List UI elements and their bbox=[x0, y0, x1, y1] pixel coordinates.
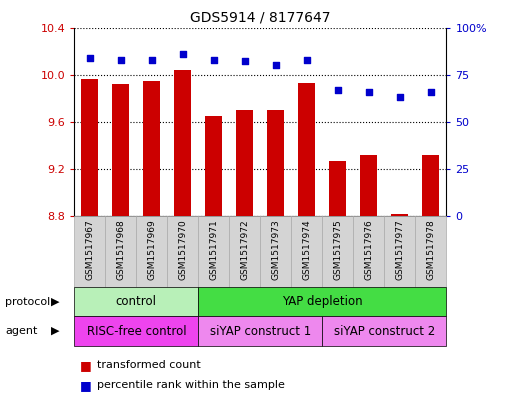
Text: siYAP construct 1: siYAP construct 1 bbox=[210, 325, 311, 338]
Bar bbox=[353, 216, 384, 287]
Bar bbox=[291, 216, 322, 287]
Text: RISC-free control: RISC-free control bbox=[87, 325, 186, 338]
Bar bbox=[360, 155, 378, 216]
Bar bbox=[199, 316, 322, 346]
Text: protocol: protocol bbox=[5, 297, 50, 307]
Point bbox=[210, 57, 218, 63]
Text: agent: agent bbox=[5, 326, 37, 336]
Text: siYAP construct 2: siYAP construct 2 bbox=[333, 325, 435, 338]
Point bbox=[427, 88, 435, 95]
Text: GSM1517967: GSM1517967 bbox=[85, 220, 94, 281]
Bar bbox=[205, 116, 222, 216]
Bar bbox=[74, 287, 199, 316]
Bar bbox=[329, 161, 346, 216]
Bar bbox=[260, 216, 291, 287]
Bar bbox=[267, 110, 284, 216]
Bar bbox=[74, 316, 199, 346]
Bar bbox=[105, 216, 136, 287]
Bar bbox=[199, 216, 229, 287]
Point bbox=[396, 94, 404, 101]
Text: GSM1517968: GSM1517968 bbox=[116, 220, 125, 281]
Title: GDS5914 / 8177647: GDS5914 / 8177647 bbox=[190, 11, 330, 25]
Text: percentile rank within the sample: percentile rank within the sample bbox=[97, 380, 285, 390]
Text: GSM1517969: GSM1517969 bbox=[147, 220, 156, 281]
Bar bbox=[391, 214, 408, 216]
Text: GSM1517972: GSM1517972 bbox=[241, 220, 249, 280]
Text: YAP depletion: YAP depletion bbox=[282, 295, 363, 308]
Text: GSM1517978: GSM1517978 bbox=[426, 220, 436, 281]
Text: ▶: ▶ bbox=[51, 297, 60, 307]
Text: GSM1517976: GSM1517976 bbox=[364, 220, 373, 281]
Bar bbox=[112, 84, 129, 216]
Bar bbox=[384, 216, 416, 287]
Bar bbox=[143, 81, 161, 216]
Text: GSM1517971: GSM1517971 bbox=[209, 220, 219, 281]
Bar bbox=[229, 216, 260, 287]
Bar bbox=[422, 155, 439, 216]
Bar bbox=[136, 216, 167, 287]
Point bbox=[303, 57, 311, 63]
Point bbox=[365, 88, 373, 95]
Point bbox=[117, 57, 125, 63]
Bar bbox=[167, 216, 199, 287]
Bar bbox=[299, 83, 315, 216]
Text: ■: ■ bbox=[80, 378, 91, 392]
Text: GSM1517977: GSM1517977 bbox=[396, 220, 404, 281]
Bar bbox=[322, 316, 446, 346]
Text: GSM1517970: GSM1517970 bbox=[179, 220, 187, 281]
Text: GSM1517973: GSM1517973 bbox=[271, 220, 280, 281]
Bar bbox=[174, 70, 191, 216]
Text: GSM1517974: GSM1517974 bbox=[302, 220, 311, 280]
Text: GSM1517975: GSM1517975 bbox=[333, 220, 342, 281]
Point bbox=[179, 51, 187, 57]
Text: transformed count: transformed count bbox=[97, 360, 201, 371]
Bar bbox=[322, 216, 353, 287]
Text: ▶: ▶ bbox=[51, 326, 60, 336]
Point bbox=[272, 62, 280, 68]
Point bbox=[241, 58, 249, 64]
Text: ■: ■ bbox=[80, 359, 91, 372]
Bar bbox=[82, 79, 98, 216]
Point bbox=[148, 57, 156, 63]
Bar bbox=[199, 287, 446, 316]
Text: control: control bbox=[116, 295, 157, 308]
Bar bbox=[74, 216, 105, 287]
Bar bbox=[236, 110, 253, 216]
Bar bbox=[416, 216, 446, 287]
Point bbox=[86, 55, 94, 61]
Point bbox=[334, 86, 342, 93]
